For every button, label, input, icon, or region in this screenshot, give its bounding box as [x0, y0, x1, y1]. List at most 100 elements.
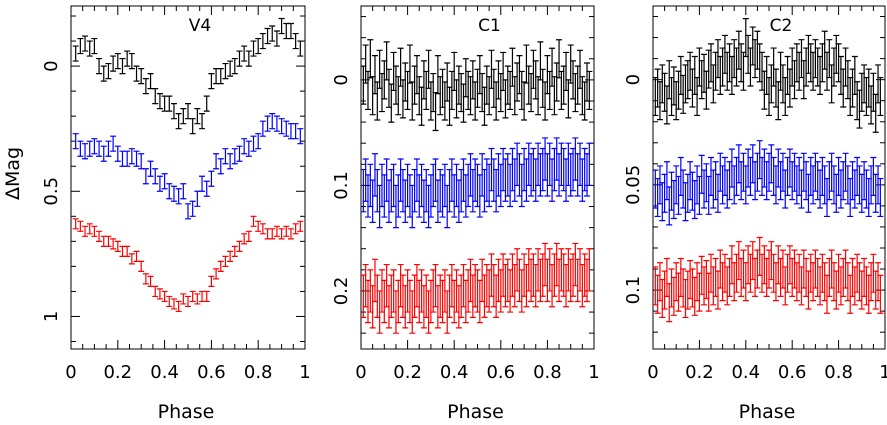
data-point [264, 115, 271, 132]
data-point [222, 255, 229, 267]
data-point [208, 72, 215, 90]
x-axis-label: Phase [739, 401, 796, 423]
x-tick-label: 0.8 [244, 362, 273, 383]
x-tick-label: 0.6 [486, 362, 515, 383]
data-point [292, 32, 299, 50]
data-point [96, 57, 103, 75]
data-point [156, 288, 163, 300]
data-layer [72, 17, 304, 313]
data-point [236, 50, 243, 67]
data-point [199, 290, 206, 303]
data-point [586, 142, 593, 187]
data-point [124, 150, 131, 167]
data-point [170, 298, 177, 310]
x-tick-label: 0 [647, 362, 658, 383]
data-point [269, 228, 276, 240]
data-point [100, 145, 107, 162]
data-point [189, 200, 196, 217]
data-point [114, 52, 121, 70]
data-point [77, 140, 84, 157]
data-point [114, 145, 121, 162]
data-point [259, 120, 266, 137]
data-point [217, 67, 224, 85]
x-tick-label: 0.8 [533, 362, 562, 383]
panel-title: C2 [770, 16, 793, 36]
x-tick-label: 0 [355, 362, 366, 383]
data-point [152, 285, 159, 298]
data-point [245, 230, 252, 242]
y-axis-label: ΔMag [2, 147, 24, 200]
data-point [180, 183, 187, 200]
data-point [82, 143, 89, 160]
data-point [250, 135, 257, 152]
data-point [142, 273, 149, 285]
data-point [273, 225, 280, 237]
data-point [231, 148, 238, 165]
data-point [231, 245, 238, 257]
data-point [138, 260, 145, 272]
data-point [255, 220, 262, 232]
data-point [161, 290, 168, 303]
data-point [199, 175, 206, 192]
data-point [86, 140, 93, 157]
y-tick-label: 0.1 [331, 171, 352, 200]
panel-3: 0 0.2 0.4 0.6 0.8 1 0 0.05 0.1 C2 Phase [623, 5, 887, 423]
data-point [170, 185, 177, 202]
data-point [142, 78, 149, 95]
data-point [203, 95, 210, 112]
y-tick-label: 0.5 [41, 177, 62, 206]
data-point [208, 275, 215, 288]
series-1 [653, 18, 884, 133]
data-point [105, 62, 112, 80]
x-tick-label: 1 [299, 362, 310, 383]
series-3 [361, 242, 593, 334]
data-point [269, 25, 276, 42]
data-point [283, 120, 290, 137]
data-point [283, 22, 290, 40]
data-point [128, 148, 135, 165]
x-tick-label: 0.6 [778, 362, 807, 383]
data-point [110, 135, 117, 152]
data-point [91, 225, 98, 237]
data-point [208, 170, 215, 187]
data-point [241, 138, 248, 155]
data-point [152, 168, 159, 185]
x-tick-label: 0.4 [440, 362, 469, 383]
data-point [255, 133, 262, 150]
data-point [86, 223, 93, 235]
data-point [166, 295, 173, 308]
data-point [245, 140, 252, 157]
data-point [213, 67, 220, 85]
data-point [283, 225, 290, 237]
data-point [166, 95, 173, 112]
data-point [156, 175, 163, 192]
panel-2: 0 0.2 0.4 0.6 0.8 1 0 0.1 0.2 C1 Phase [331, 5, 600, 423]
series-3 [653, 236, 884, 323]
x-tick-label: 0.2 [393, 362, 422, 383]
data-point [105, 235, 112, 247]
data-point [124, 245, 131, 257]
data-point [133, 150, 140, 167]
data-point [166, 183, 173, 200]
series-2 [72, 113, 304, 220]
series-3 [72, 215, 304, 313]
x-tick-label: 0.2 [103, 362, 132, 383]
data-point [77, 220, 84, 232]
x-tick-label: 0 [65, 362, 76, 383]
data-point [194, 108, 201, 125]
data-point [217, 260, 224, 272]
data-point [147, 72, 154, 90]
data-point [297, 220, 304, 232]
data-point [147, 160, 154, 177]
data-point [877, 274, 884, 314]
data-point [96, 230, 103, 242]
data-layer [653, 18, 884, 323]
data-point [250, 215, 257, 227]
data-point [180, 108, 187, 125]
data-point [100, 65, 107, 82]
data-point [82, 35, 89, 52]
series-2 [653, 140, 884, 226]
data-point [86, 40, 93, 57]
data-point [72, 218, 79, 230]
